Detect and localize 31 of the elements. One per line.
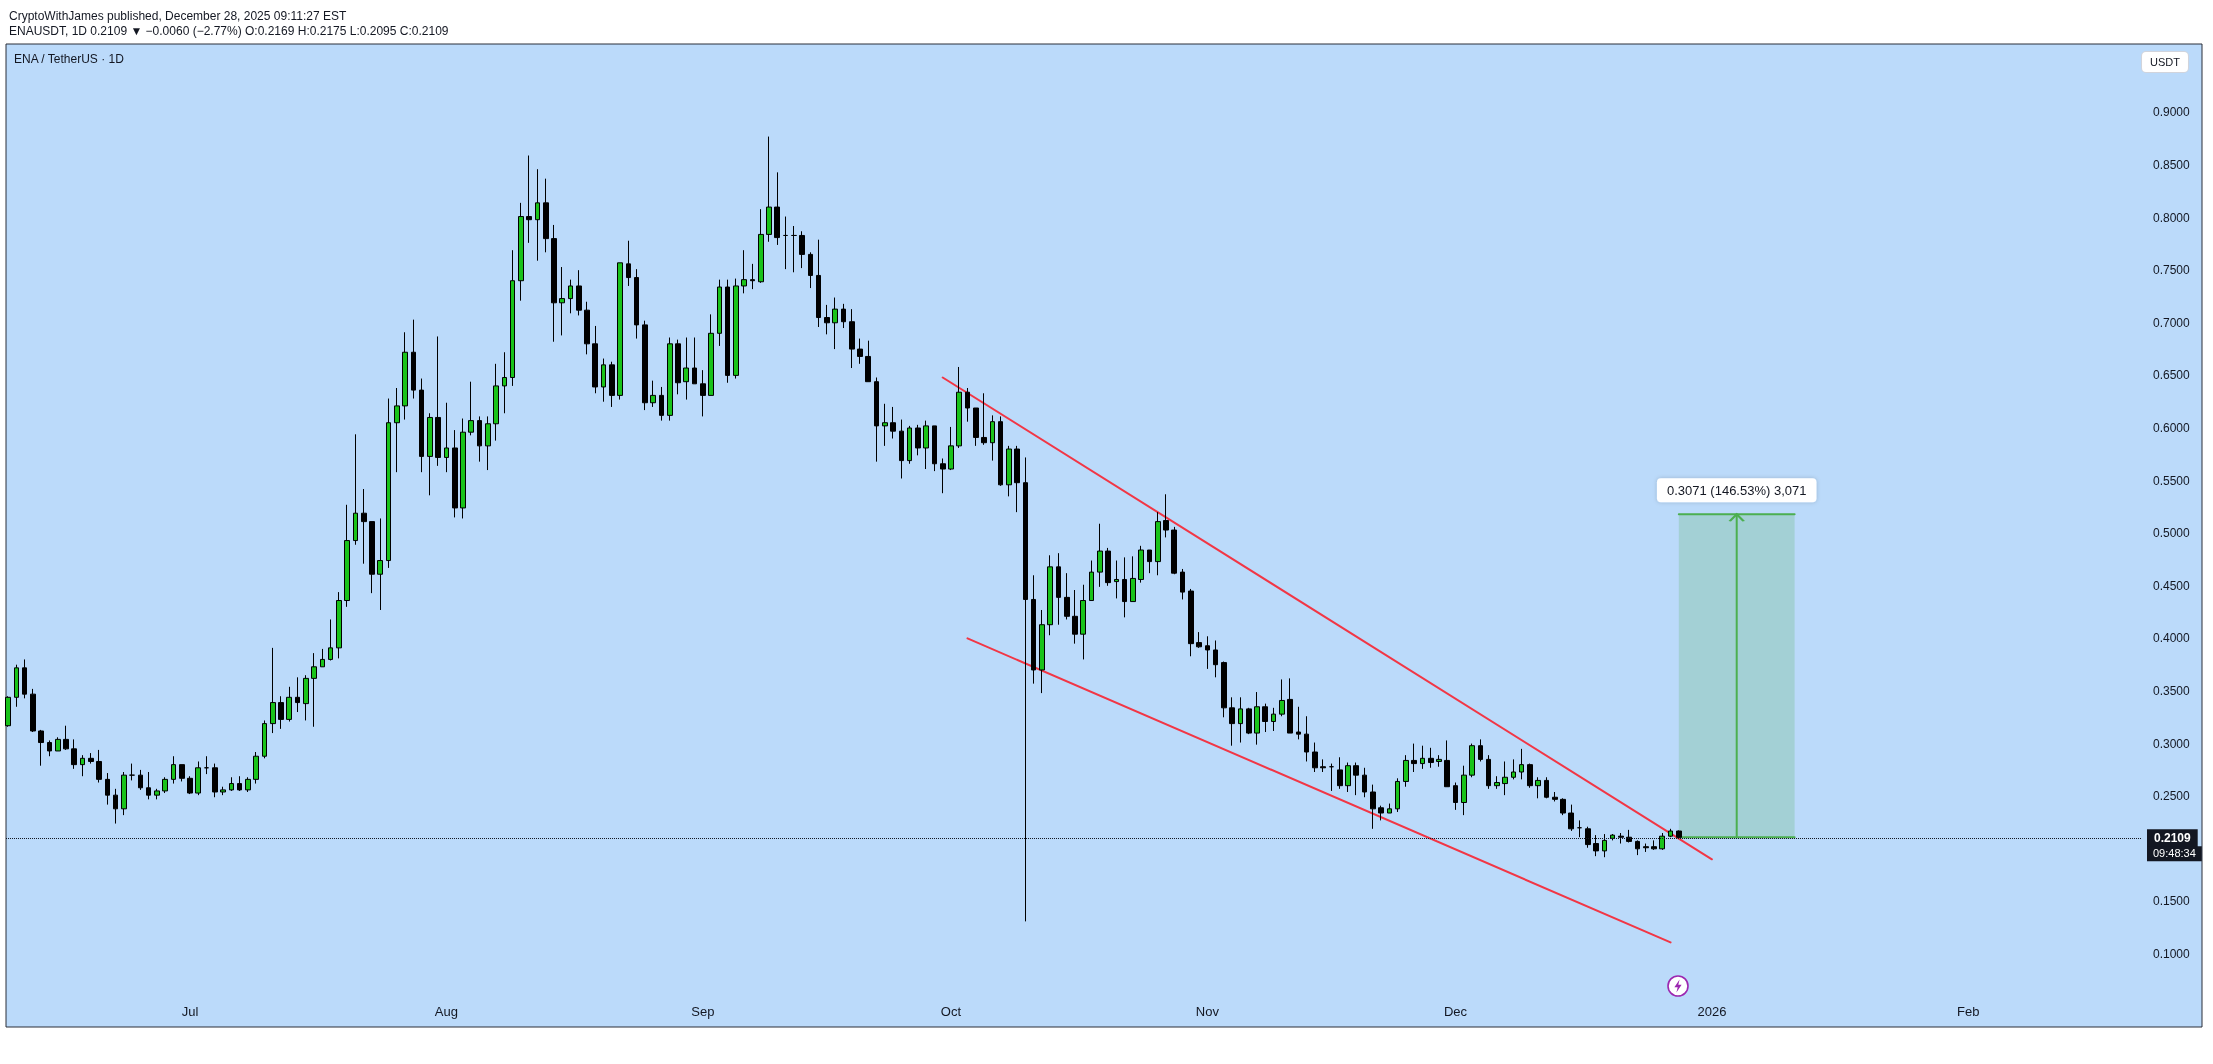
y-tick-label: 0.5000 bbox=[2153, 526, 2191, 541]
x-tick-label: Nov bbox=[1195, 1004, 1220, 1019]
chart-title: CryptoWithJames published, December 28, 2025 09:11:27 EST bbox=[9, 9, 347, 23]
y-tick-label: 0.7500 bbox=[2153, 263, 2191, 278]
ref-line-label: 0.2109 bbox=[2154, 831, 2192, 846]
y-tick-label: 0.4000 bbox=[2153, 631, 2191, 646]
x-tick-label: Sep bbox=[691, 1004, 715, 1019]
annotation: 0.3071 (146.53%) 3,071 bbox=[1666, 483, 1807, 499]
y-tick-label: 0.1500 bbox=[2153, 894, 2191, 909]
y-tick-label: 0.2500 bbox=[2153, 789, 2191, 804]
x-tick-label: 2026 bbox=[1697, 1004, 1727, 1019]
y-axis-title: USDT bbox=[2150, 56, 2181, 68]
y-tick-label: 0.6500 bbox=[2153, 368, 2191, 383]
y-tick-label: 0.8500 bbox=[2153, 157, 2191, 172]
x-tick-label: Dec bbox=[1443, 1004, 1468, 1019]
x-tick-label: Aug bbox=[434, 1004, 458, 1019]
annotation: ENA / TetherUS · 1D bbox=[14, 52, 125, 66]
y-tick-label: 0.7000 bbox=[2153, 315, 2191, 330]
y-tick-label: 0.8000 bbox=[2153, 210, 2191, 225]
y-tick-label: 0.9000 bbox=[2153, 105, 2191, 120]
x-tick-label: Feb bbox=[1957, 1004, 1980, 1019]
y-tick-label: 0.5500 bbox=[2153, 473, 2191, 488]
y-tick-label: 0.3500 bbox=[2153, 683, 2191, 698]
x-tick-label: Jul bbox=[181, 1004, 199, 1019]
y-tick-label: 0.1000 bbox=[2153, 947, 2191, 961]
y-tick-label: 0.6000 bbox=[2153, 420, 2191, 435]
y-tick-label: 0.4500 bbox=[2153, 578, 2191, 593]
x-tick-label: Oct bbox=[940, 1004, 962, 1019]
chart-subtitle: ENAUSDT, 1D 0.2109 ▼ −0.0060 (−2.77%) O:0.2169 H:0.2175 L:0.2095 C:0.2109 bbox=[9, 24, 449, 38]
text: 09:48:34 bbox=[2153, 846, 2196, 859]
y-tick-label: 0.3000 bbox=[2153, 736, 2191, 751]
